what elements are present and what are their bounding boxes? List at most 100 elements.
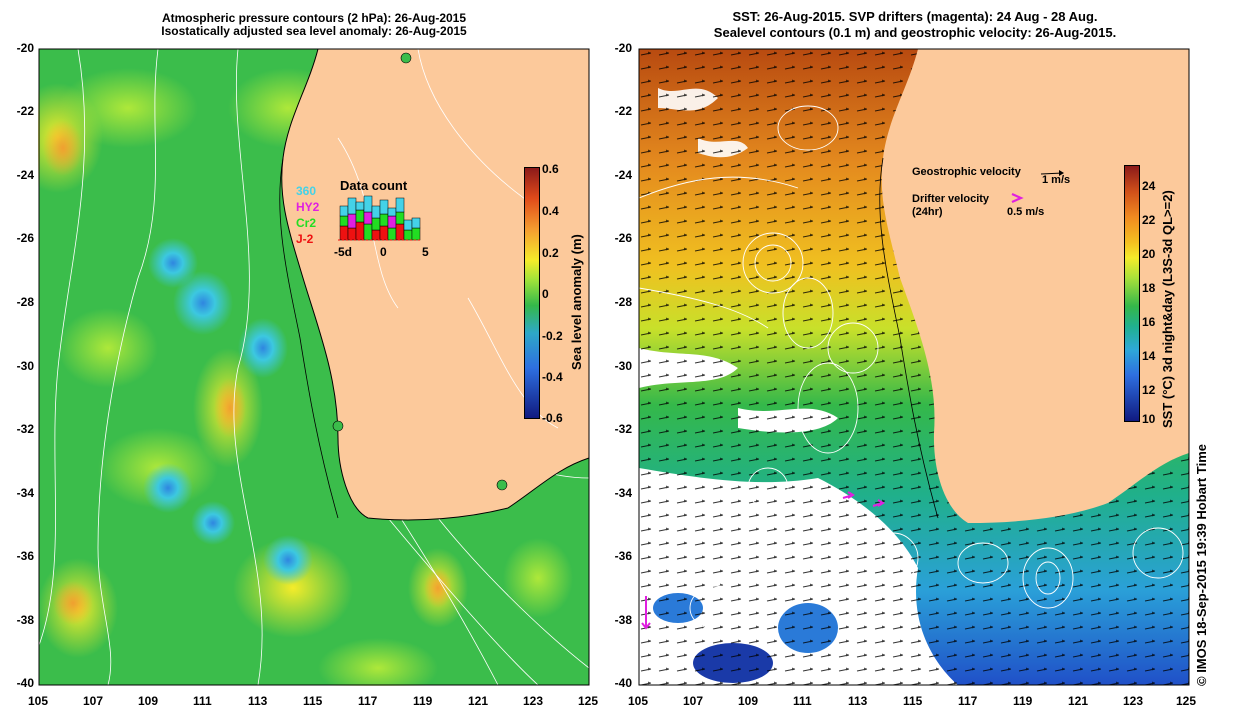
colorbar-tick: 0.4 (542, 204, 559, 218)
geostrophic-scale-label: 1 m/s (1042, 174, 1071, 186)
lat-tick: -28 (614, 295, 632, 309)
lat-tick: -40 (614, 676, 632, 690)
lon-tick: 121 (468, 694, 489, 708)
colorbar-tick: -0.4 (542, 370, 563, 384)
colorbar-tick: 0.2 (542, 246, 559, 260)
sst-colorbar (1124, 165, 1140, 422)
left-lon-axis: 105 107 109 111 113 115 117 119 121 123 … (28, 694, 598, 710)
data-count-inset: Data count 360 HY2 Cr2 J-2 -5d 0 5 (290, 178, 440, 263)
lat-tick: -20 (16, 41, 34, 55)
island-marker (400, 52, 412, 64)
drifter-scale-label: 0.5 m/s (1007, 206, 1045, 218)
colorbar-tick: -0.6 (542, 411, 563, 425)
sat-label-360: 360 (296, 184, 317, 198)
left-title: Atmospheric pressure contours (2 hPa): 2… (40, 12, 588, 38)
colorbar-tick: 20 (1142, 247, 1156, 261)
colorbar-tick: 18 (1142, 281, 1156, 295)
lon-tick: 113 (848, 694, 868, 708)
sat-label-cr2: Cr2 (296, 216, 317, 230)
colorbar-tick: 24 (1142, 179, 1156, 193)
left-lat-axis: -20 -22 -24 -26 -28 -30 -32 -34 -36 -38 … (0, 41, 38, 690)
drifter-scale-arrow (1011, 192, 1024, 204)
sla-colorbar-ticks: 0.6 0.4 0.2 0 -0.2 -0.4 -0.6 (542, 160, 572, 425)
sla-colorbar (524, 167, 540, 419)
lon-tick: 107 (683, 694, 704, 708)
lat-tick: -20 (614, 41, 632, 55)
lat-tick: -30 (16, 359, 34, 373)
data-count-histogram (338, 195, 422, 241)
lon-tick: 107 (83, 694, 104, 708)
lon-tick: 117 (358, 694, 378, 708)
lat-tick: -34 (16, 486, 34, 500)
lon-tick: 125 (1176, 694, 1197, 708)
colorbar-tick: 22 (1142, 213, 1156, 227)
lon-tick: 105 (28, 694, 49, 708)
lon-tick: 111 (793, 694, 812, 708)
sst-colorbar-label: SST (°C) 3d night&day (L3S-3d QL>=2) (1160, 190, 1175, 428)
data-count-title: Data count (340, 178, 408, 193)
right-lat-axis: -20 -22 -24 -26 -28 -30 -32 -34 -36 -38 … (598, 41, 636, 690)
lat-tick: -36 (16, 549, 34, 563)
island-marker (332, 420, 344, 432)
imos-credit: © IMOS 18-Sep-2015 19:39 Hobart Time (1194, 444, 1209, 686)
data-count-axis-label: 0 (380, 245, 387, 259)
lon-tick: 109 (738, 694, 759, 708)
lon-tick: 121 (1068, 694, 1089, 708)
lat-tick: -24 (16, 168, 34, 182)
sat-label-hy2: HY2 (296, 200, 320, 214)
left-title-line1: Atmospheric pressure contours (2 hPa): 2… (161, 11, 467, 25)
lat-tick: -30 (614, 359, 632, 373)
colorbar-tick: 10 (1142, 412, 1156, 426)
lat-tick: -24 (614, 168, 632, 182)
colorbar-tick: 16 (1142, 315, 1156, 329)
lon-tick: 119 (1013, 694, 1033, 708)
colorbar-tick: 0.6 (542, 162, 559, 176)
colorbar-tick: -0.2 (542, 329, 563, 343)
lon-tick: 113 (248, 694, 268, 708)
right-title: SST: 26-Aug-2015. SVP drifters (magenta)… (640, 9, 1190, 41)
data-count-axis-label: 5 (422, 245, 429, 259)
sla-colorbar-label: Sea level anomaly (m) (569, 234, 584, 370)
lat-tick: -32 (16, 422, 34, 436)
drifter-legend-sub: (24hr) (912, 206, 943, 218)
lat-tick: -32 (614, 422, 632, 436)
geostrophic-scale-arrow (1040, 170, 1064, 176)
lat-tick: -28 (16, 295, 34, 309)
svp-drifter-tracks (641, 491, 885, 630)
right-lon-axis: 105 107 109 111 113 115 117 119 121 123 … (628, 694, 1196, 710)
lat-tick: -22 (16, 104, 34, 118)
sealevel-contours (638, 105, 1184, 631)
lat-tick: -22 (614, 104, 632, 118)
lon-tick: 123 (523, 694, 544, 708)
lon-tick: 111 (193, 694, 212, 708)
data-count-axis-label: -5d (334, 245, 352, 259)
drifter-legend-label: Drifter velocity (912, 193, 990, 205)
lat-tick: -38 (614, 613, 632, 627)
lon-tick: 109 (138, 694, 159, 708)
sst-colorbar-ticks: 24 22 20 18 16 14 12 10 (1142, 172, 1172, 427)
lat-tick: -26 (16, 231, 34, 245)
velocity-legend: Geostrophic velocity 1 m/s Drifter veloc… (912, 166, 1112, 222)
lat-tick: -40 (16, 676, 34, 690)
island-marker (496, 479, 508, 491)
australia-landmass (881, 49, 1189, 523)
map-frame (38, 48, 590, 686)
lat-tick: -26 (614, 231, 632, 245)
lon-tick: 105 (628, 694, 649, 708)
lon-tick: 125 (578, 694, 599, 708)
lon-tick: 123 (1123, 694, 1144, 708)
shelf-break (879, 157, 939, 519)
lon-tick: 117 (958, 694, 978, 708)
colorbar-tick: 12 (1142, 383, 1156, 397)
sst-map (638, 48, 1190, 686)
shelf-break (279, 157, 339, 519)
lon-tick: 115 (903, 694, 923, 708)
sea-level-anomaly-map (38, 48, 590, 686)
lat-tick: -38 (16, 613, 34, 627)
lon-tick: 115 (303, 694, 323, 708)
colorbar-tick: 0 (542, 287, 549, 301)
right-title-line2: Sealevel contours (0.1 m) and geostrophi… (713, 25, 1117, 40)
geostrophic-legend-label: Geostrophic velocity (912, 166, 1021, 178)
right-title-line1: SST: 26-Aug-2015. SVP drifters (magenta)… (732, 9, 1098, 24)
lat-tick: -36 (614, 549, 632, 563)
